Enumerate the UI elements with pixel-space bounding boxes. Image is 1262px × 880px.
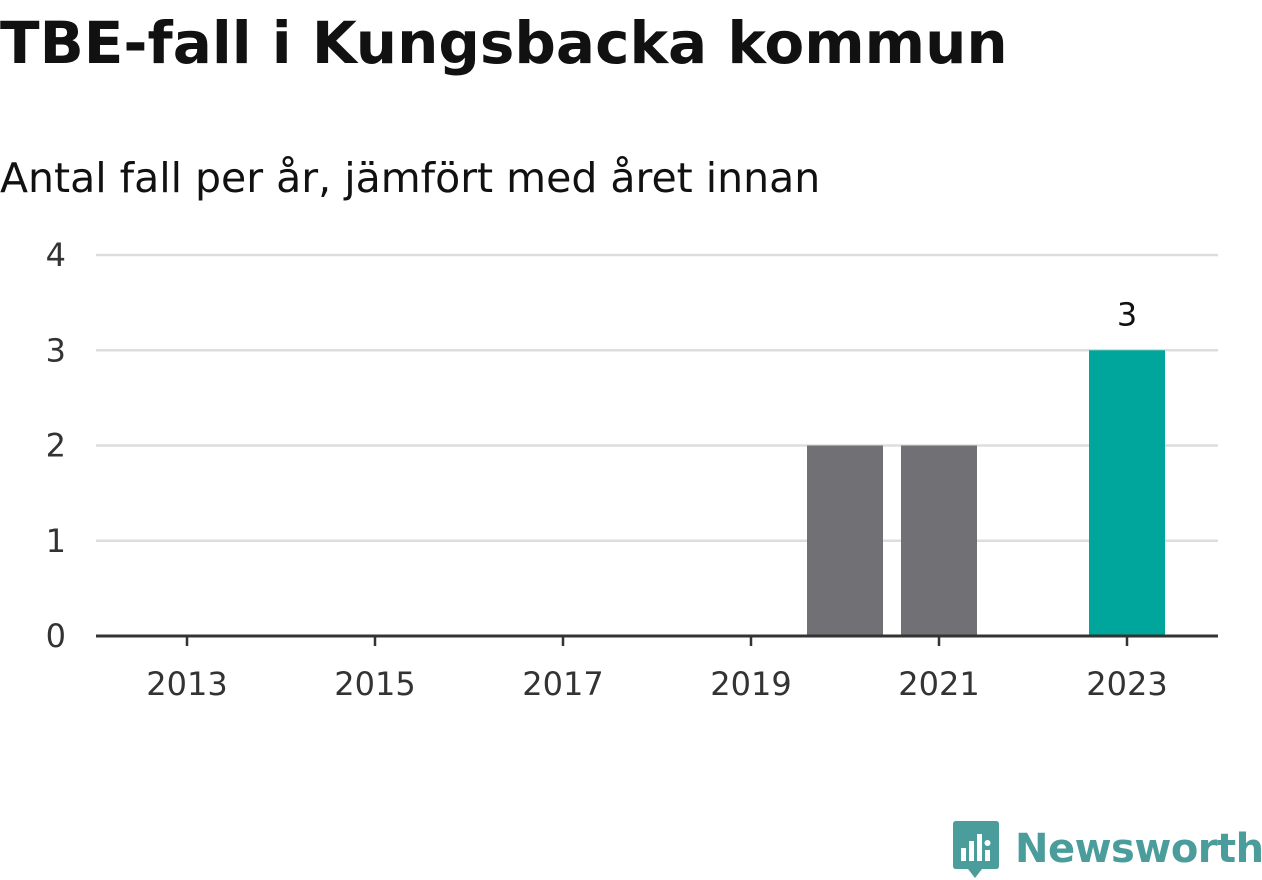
x-tick-label: 2015 — [334, 665, 415, 703]
x-tick-label: 2017 — [522, 665, 603, 703]
data-labels: 3 — [1117, 295, 1137, 333]
bar-2021 — [901, 445, 977, 636]
brand-logo: Newsworthy — [951, 818, 1262, 880]
x-tick-label: 2021 — [898, 665, 979, 703]
bar-2023 — [1089, 350, 1165, 636]
x-tick-label: 2013 — [146, 665, 227, 703]
y-tick-label: 2 — [46, 427, 66, 465]
x-tick-label: 2019 — [710, 665, 791, 703]
bar-2020 — [807, 445, 883, 636]
x-axis-labels: 2013 2015 2017 2019 2021 2023 — [146, 665, 1167, 703]
newsworthy-logo-icon — [953, 821, 999, 878]
data-label: 3 — [1117, 295, 1137, 333]
y-tick-label: 1 — [46, 522, 66, 560]
y-tick-label: 3 — [46, 331, 66, 369]
bars — [807, 350, 1165, 636]
brand-name: Newsworthy — [1015, 826, 1262, 872]
x-axis — [96, 634, 1218, 646]
chart-subtitle: Antal fall per år, jämfört med året inna… — [0, 154, 821, 202]
y-axis-labels: 0 1 2 3 4 — [46, 236, 66, 655]
grid-lines — [96, 253, 1218, 542]
y-tick-label: 0 — [46, 617, 66, 655]
x-tick-label: 2023 — [1086, 665, 1167, 703]
chart-title: TBE-fall i Kungsbacka kommun — [0, 9, 1008, 77]
y-tick-label: 4 — [46, 236, 66, 274]
